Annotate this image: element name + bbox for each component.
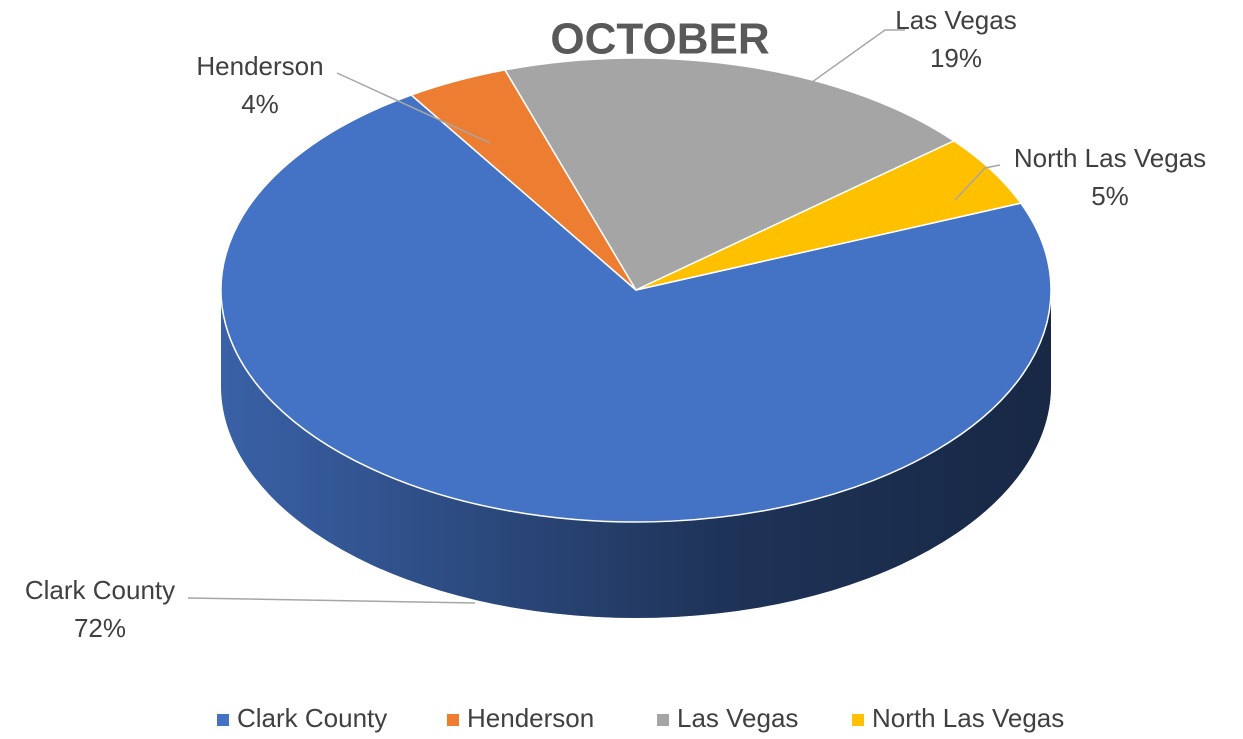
data-label: 19% (930, 43, 982, 73)
data-label: 72% (74, 613, 126, 643)
slice-side-shade (221, 290, 1051, 618)
data-label-name: North Las Vegas (1014, 143, 1206, 173)
legend-label: North Las Vegas (872, 703, 1064, 733)
slice (503, 57, 956, 291)
legend-label: Henderson (467, 703, 594, 733)
data-label: 5% (1091, 181, 1129, 211)
slice (635, 140, 1023, 291)
chart-title: OCTOBER (550, 15, 769, 64)
slice (220, 94, 1052, 523)
data-label-name: Las Vegas (895, 5, 1016, 35)
legend-label: Clark County (237, 703, 387, 733)
legend-label: Las Vegas (677, 703, 798, 733)
data-label-name: Clark County (25, 575, 175, 605)
data-label: 4% (241, 89, 279, 119)
leader-line (954, 164, 1001, 201)
leader-line (187, 597, 476, 604)
leader-line (734, 29, 905, 138)
legend-swatch (657, 714, 669, 726)
legend-swatch (447, 714, 459, 726)
legend-swatch (852, 714, 864, 726)
leader-line (336, 72, 491, 144)
data-label-name: Henderson (196, 51, 323, 81)
legend-swatch (217, 714, 229, 726)
